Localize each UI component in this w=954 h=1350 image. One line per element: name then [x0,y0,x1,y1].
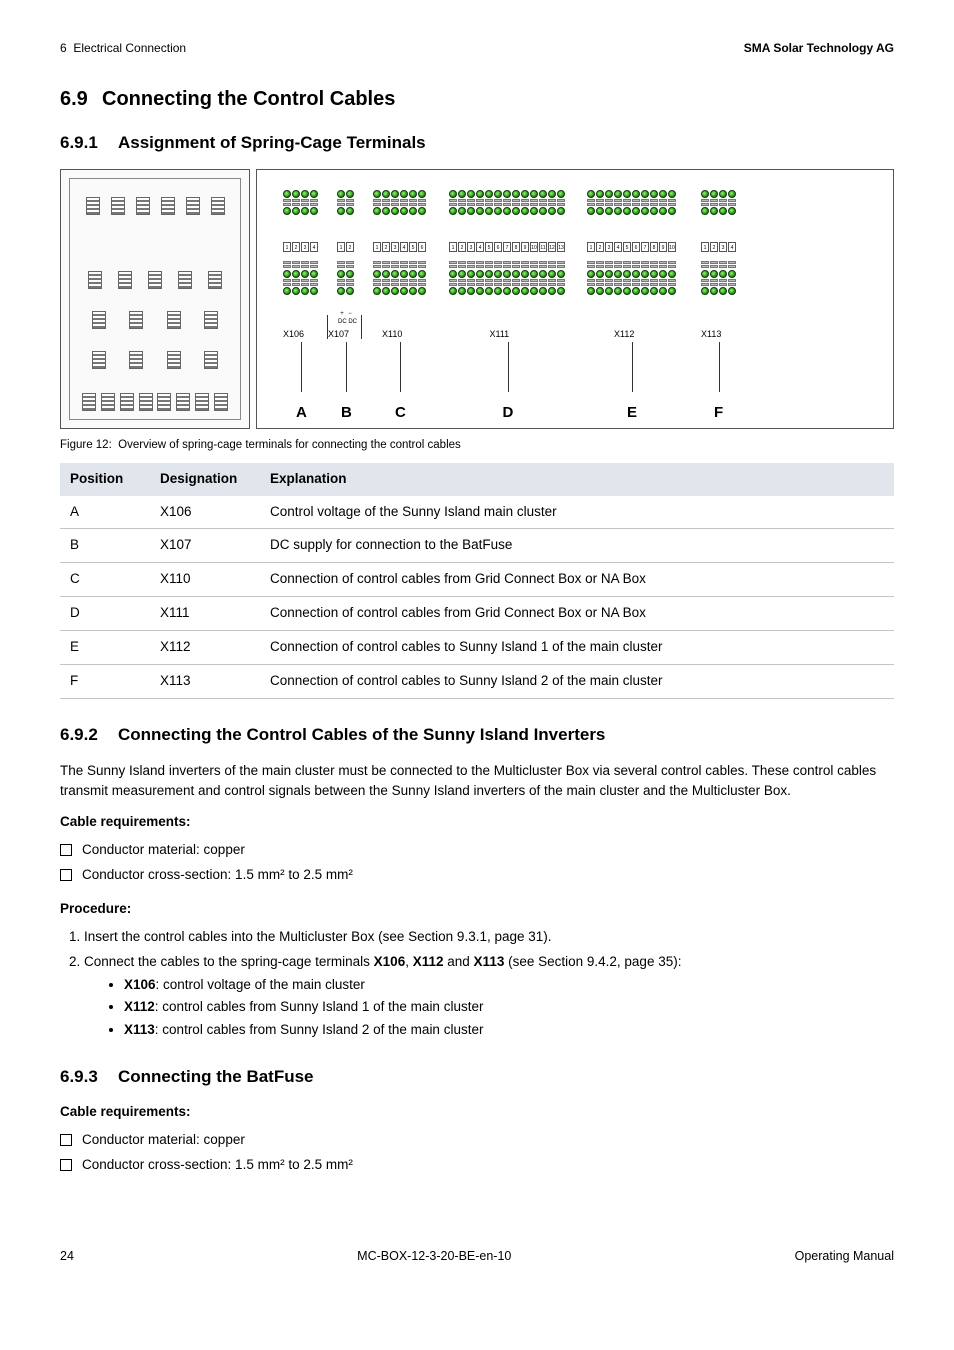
terminal-letter: A [296,402,307,423]
section-6-9-3-heading: 6.9.3Connecting the BatFuse [60,1065,894,1089]
panel-overview [60,169,250,429]
list-item: Conductor material: copper [82,1128,894,1153]
table-row: FX113Connection of control cables to Sun… [60,665,894,699]
section-6-9-2-para: The Sunny Island inverters of the main c… [60,761,894,802]
terminal-letter: E [627,402,637,423]
list-item: X112: control cables from Sunny Island 1… [124,996,894,1019]
procedure-step-1: Insert the control cables into the Multi… [84,925,894,950]
footer-doc-type: Operating Manual [795,1248,894,1266]
list-item: X106: control voltage of the main cluste… [124,974,894,997]
footer-doc-id: MC-BOX-12-3-20-BE-en-10 [357,1248,511,1266]
table-header: Position [60,463,150,496]
terminal-label: X112 [614,328,634,341]
table-row: CX110Connection of control cables from G… [60,563,894,597]
figure-12: 1234121234561234567891011121312345678910… [60,169,894,429]
list-item: Conductor cross-section: 1.5 mm² to 2.5 … [82,863,894,888]
page-header: 6 Electrical Connection SMA Solar Techno… [60,40,894,57]
section-6-9-heading: 6.9Connecting the Control Cables [60,85,894,113]
table-header: Explanation [260,463,894,496]
section-6-9-2-heading: 6.9.2Connecting the Control Cables of th… [60,723,894,747]
cable-requirements-list-2: Conductor material: copperConductor cros… [60,1128,894,1178]
table-row: BX107DC supply for connection to the Bat… [60,529,894,563]
terminal-label: X111 [490,328,510,341]
procedure-list: Insert the control cables into the Multi… [60,925,894,1045]
cable-requirements-heading-1: Cable requirements: [60,813,894,832]
terminal-label: X113 [701,328,721,341]
terminal-label: X110 [382,328,402,341]
footer-page-number: 24 [60,1248,74,1266]
header-right: SMA Solar Technology AG [744,40,894,57]
page-footer: 24 MC-BOX-12-3-20-BE-en-10 Operating Man… [60,1248,894,1266]
cable-requirements-heading-2: Cable requirements: [60,1103,894,1122]
terminal-label: X106 [283,328,304,341]
list-item: Conductor cross-section: 1.5 mm² to 2.5 … [82,1153,894,1178]
figure-12-caption: Figure 12: Overview of spring-cage termi… [60,437,894,453]
list-item: X113: control cables from Sunny Island 2… [124,1019,894,1042]
cable-requirements-list-1: Conductor material: copperConductor cros… [60,838,894,888]
terminal-letter: D [503,402,514,423]
terminal-label: X107 [328,328,349,341]
table-header: Designation [150,463,260,496]
procedure-step-2: Connect the cables to the spring-cage te… [84,950,894,1046]
procedure-heading: Procedure: [60,900,894,919]
terminal-letter: F [714,402,723,423]
section-6-9-1-heading: 6.9.1Assignment of Spring-Cage Terminals [60,131,894,155]
table-row: DX111Connection of control cables from G… [60,597,894,631]
terminal-letter: C [395,402,406,423]
table-row: AX106Control voltage of the Sunny Island… [60,496,894,529]
terminals-table: PositionDesignationExplanation AX106Cont… [60,463,894,699]
terminal-detail: 1234121234561234567891011121312345678910… [256,169,894,429]
header-left: 6 Electrical Connection [60,40,186,57]
table-row: EX112Connection of control cables to Sun… [60,631,894,665]
list-item: Conductor material: copper [82,838,894,863]
terminal-letter: B [341,402,352,423]
